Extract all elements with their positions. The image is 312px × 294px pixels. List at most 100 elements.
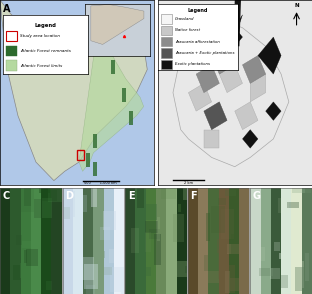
- Bar: [46, 281, 52, 290]
- Bar: [0, 188, 10, 294]
- Bar: [221, 209, 234, 239]
- Polygon shape: [232, 15, 242, 41]
- Bar: [161, 172, 176, 199]
- Bar: [16, 235, 22, 245]
- Bar: [173, 214, 183, 242]
- Bar: [114, 188, 124, 294]
- Bar: [63, 188, 73, 294]
- Bar: [145, 231, 151, 252]
- Bar: [255, 168, 259, 188]
- Bar: [146, 188, 156, 294]
- Bar: [93, 188, 104, 294]
- Polygon shape: [93, 134, 97, 148]
- Polygon shape: [250, 74, 266, 102]
- Bar: [51, 188, 62, 294]
- Bar: [41, 188, 51, 294]
- Bar: [117, 208, 126, 217]
- Bar: [271, 188, 281, 294]
- Bar: [13, 265, 20, 280]
- Bar: [20, 263, 26, 278]
- Bar: [229, 188, 239, 294]
- Bar: [261, 188, 271, 294]
- Polygon shape: [0, 0, 147, 181]
- Polygon shape: [173, 19, 289, 167]
- Polygon shape: [266, 102, 281, 121]
- Text: C: C: [2, 191, 10, 201]
- Bar: [259, 268, 273, 276]
- Text: B: B: [161, 4, 168, 14]
- Polygon shape: [233, 0, 241, 46]
- Bar: [97, 251, 105, 258]
- Text: 500        1,000 km: 500 1,000 km: [84, 181, 117, 185]
- Bar: [217, 239, 229, 253]
- Bar: [125, 188, 135, 294]
- Bar: [305, 253, 309, 281]
- Bar: [137, 188, 144, 208]
- Bar: [275, 275, 288, 288]
- Bar: [156, 188, 166, 294]
- Bar: [278, 198, 289, 213]
- Polygon shape: [235, 102, 258, 130]
- Bar: [84, 264, 98, 289]
- Bar: [103, 211, 116, 230]
- Bar: [230, 278, 244, 291]
- Bar: [73, 188, 83, 294]
- Bar: [275, 242, 280, 251]
- Bar: [146, 204, 157, 220]
- Polygon shape: [204, 102, 227, 130]
- Bar: [227, 244, 239, 254]
- Polygon shape: [100, 42, 104, 51]
- Bar: [206, 213, 210, 241]
- Bar: [225, 271, 230, 293]
- Bar: [21, 188, 31, 294]
- Bar: [100, 228, 110, 240]
- Text: D: D: [65, 191, 73, 201]
- Bar: [302, 188, 312, 294]
- Polygon shape: [86, 153, 90, 167]
- Text: E: E: [128, 191, 134, 201]
- Polygon shape: [111, 60, 115, 74]
- Bar: [166, 188, 177, 294]
- Bar: [287, 202, 299, 208]
- Bar: [22, 241, 34, 248]
- Bar: [294, 261, 304, 288]
- Text: G: G: [253, 191, 261, 201]
- Bar: [64, 207, 71, 219]
- Bar: [109, 249, 123, 263]
- Bar: [295, 267, 305, 291]
- Text: A: A: [3, 4, 11, 14]
- Bar: [292, 174, 305, 193]
- Bar: [185, 266, 200, 273]
- Bar: [178, 203, 181, 212]
- Bar: [281, 188, 291, 294]
- Bar: [42, 190, 57, 201]
- Bar: [157, 217, 160, 241]
- Bar: [227, 265, 235, 293]
- Bar: [24, 183, 32, 206]
- Bar: [24, 250, 27, 263]
- Bar: [10, 188, 21, 294]
- Bar: [42, 198, 52, 218]
- Bar: [225, 190, 236, 196]
- Polygon shape: [242, 130, 258, 148]
- Bar: [218, 198, 226, 205]
- Bar: [270, 268, 280, 279]
- Bar: [99, 267, 112, 275]
- Bar: [260, 247, 265, 261]
- Polygon shape: [204, 130, 219, 148]
- Bar: [48, 176, 63, 202]
- Bar: [218, 249, 222, 279]
- Bar: [188, 188, 198, 294]
- Bar: [211, 206, 225, 233]
- Bar: [198, 188, 208, 294]
- Bar: [204, 255, 208, 271]
- Bar: [52, 266, 67, 284]
- Bar: [70, 191, 75, 217]
- Polygon shape: [196, 65, 219, 93]
- Bar: [104, 188, 114, 294]
- Bar: [121, 267, 131, 294]
- Bar: [154, 234, 161, 265]
- Bar: [81, 257, 94, 280]
- Bar: [144, 267, 151, 276]
- Bar: [183, 185, 197, 200]
